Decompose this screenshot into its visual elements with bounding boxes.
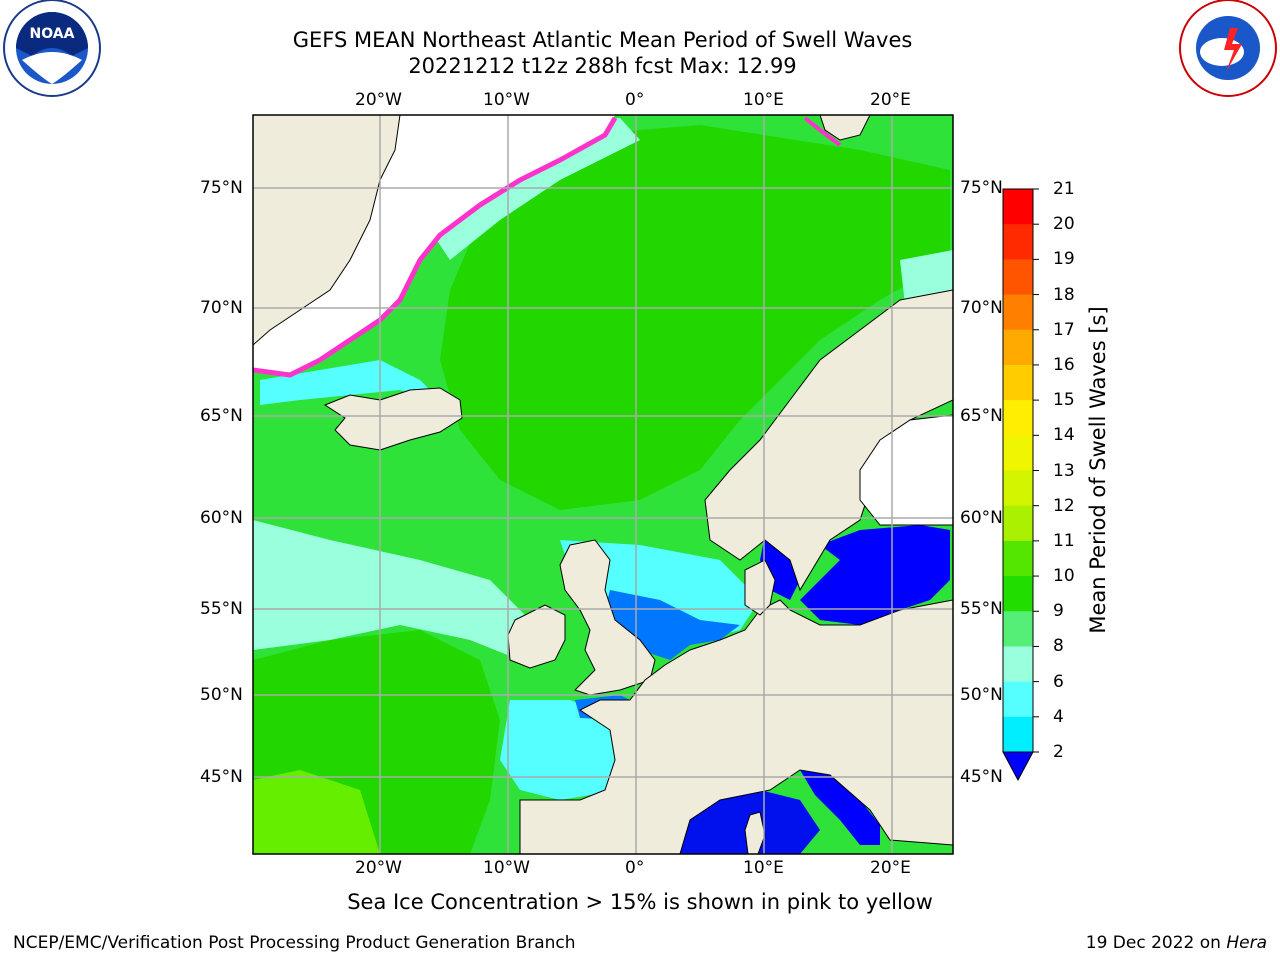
noaa-logo: NOAA bbox=[3, 0, 101, 97]
colorbar-segment bbox=[1003, 364, 1033, 401]
colorbar-label: 16 bbox=[1053, 354, 1075, 375]
nws-logo bbox=[1179, 0, 1277, 97]
land-iceland bbox=[323, 387, 463, 451]
colorbar-label: 11 bbox=[1053, 530, 1075, 551]
left-tick-label: 60°N bbox=[200, 508, 243, 528]
swell-region-9s bbox=[253, 520, 530, 660]
colorbar-segment bbox=[1003, 435, 1033, 471]
land-greenland bbox=[253, 115, 401, 346]
land-great-britain bbox=[559, 539, 656, 696]
colorbar-label: 18 bbox=[1053, 284, 1075, 305]
land-jutland bbox=[744, 559, 776, 616]
bottom-tick-label: 10°W bbox=[483, 858, 530, 878]
top-tick-label: 20°W bbox=[355, 90, 402, 110]
left-tick-label: 55°N bbox=[200, 599, 243, 619]
colorbar-segment bbox=[1003, 224, 1033, 260]
footer-date-text: 19 Dec 2022 on bbox=[1085, 933, 1227, 953]
colorbar-segment bbox=[1003, 646, 1033, 683]
swell-region-7s-iceland bbox=[260, 360, 440, 405]
ice-edge bbox=[253, 116, 618, 378]
colorbar-label: 6 bbox=[1053, 671, 1064, 692]
land-svalbard bbox=[819, 115, 871, 141]
footer-org: NCEP/EMC/Verification Post Processing Pr… bbox=[13, 933, 576, 953]
footer-host: Hera bbox=[1226, 933, 1267, 953]
land-corsica-sardinia bbox=[744, 811, 766, 854]
colorbar-extend-min bbox=[1002, 751, 1034, 782]
colorbar-label: 19 bbox=[1053, 249, 1075, 270]
colorbar-segment bbox=[1003, 681, 1033, 718]
right-tick-label: 50°N bbox=[960, 685, 1003, 705]
right-tick-label: 60°N bbox=[960, 508, 1003, 528]
left-tick-label: 45°N bbox=[200, 767, 243, 787]
colorbar-segment bbox=[1003, 470, 1033, 507]
colorbar-label: 17 bbox=[1053, 319, 1075, 340]
swell-region-7s-biscay bbox=[500, 700, 620, 800]
colorbar-label: 15 bbox=[1053, 390, 1075, 411]
chart-subtitle: 20221212 t12z 288h fcst Max: 12.99 bbox=[408, 54, 797, 78]
right-tick-label: 45°N bbox=[960, 767, 1003, 787]
bottom-tick-label: 10°E bbox=[743, 858, 784, 878]
top-tick-label: 20°E bbox=[870, 90, 911, 110]
graticule bbox=[253, 115, 953, 854]
colorbar-segment bbox=[1003, 576, 1033, 612]
right-tick-label: 75°N bbox=[960, 178, 1003, 198]
noaa-logo-text: NOAA bbox=[30, 26, 75, 42]
swell-region-9s-east bbox=[900, 250, 953, 305]
sea-ice-caption: Sea Ice Concentration > 15% is shown in … bbox=[347, 890, 933, 914]
colorbar-segment bbox=[1003, 505, 1033, 542]
colorbar bbox=[1002, 188, 1039, 782]
colorbar-title: Mean Period of Swell Waves [s] bbox=[1086, 306, 1110, 634]
swell-region-12s bbox=[253, 770, 380, 854]
right-tick-label: 70°N bbox=[960, 298, 1003, 318]
left-tick-label: 65°N bbox=[200, 406, 243, 426]
colorbar-label: 20 bbox=[1053, 214, 1075, 235]
map-frame bbox=[252, 114, 954, 855]
colorbar-label: 2 bbox=[1053, 742, 1064, 762]
colorbar-segment bbox=[1003, 540, 1033, 577]
bottom-tick-label: 20°W bbox=[355, 858, 402, 878]
colorbar-label: 4 bbox=[1053, 706, 1064, 727]
colorbar-label: 14 bbox=[1053, 425, 1075, 446]
colorbar-segment bbox=[1003, 400, 1033, 436]
chart-title: GEFS MEAN Northeast Atlantic Mean Period… bbox=[292, 28, 913, 52]
colorbar-label: 13 bbox=[1053, 460, 1075, 481]
colorbar-segment bbox=[1003, 611, 1033, 647]
colorbar-label: 8 bbox=[1053, 636, 1064, 657]
footer-date: 19 Dec 2022 on Hera bbox=[1086, 933, 1267, 953]
land-europe bbox=[519, 599, 953, 854]
colorbar-segment bbox=[1003, 259, 1033, 296]
gulf-of-bothnia bbox=[859, 414, 953, 526]
right-tick-label: 55°N bbox=[960, 599, 1003, 619]
colorbar-segment bbox=[1003, 716, 1033, 753]
top-tick-label: 10°E bbox=[743, 90, 784, 110]
swell-region-9s-north bbox=[430, 118, 640, 260]
top-tick-label: 10°W bbox=[483, 90, 530, 110]
colorbar-segment bbox=[1003, 189, 1033, 225]
swell-region-11s bbox=[440, 125, 950, 510]
colorbar-label: 12 bbox=[1053, 495, 1075, 516]
right-tick-label: 65°N bbox=[960, 406, 1003, 426]
left-tick-label: 75°N bbox=[200, 178, 243, 198]
ice-edge-svalbard bbox=[803, 116, 842, 147]
colorbar-label: 21 bbox=[1053, 179, 1075, 199]
bottom-tick-label: 0° bbox=[625, 858, 645, 878]
colorbar-segment bbox=[1003, 329, 1033, 366]
colorbar-label: 9 bbox=[1053, 601, 1064, 622]
top-tick-label: 0° bbox=[625, 90, 645, 110]
colorbar-segment bbox=[1003, 294, 1033, 331]
swell-region-2s-adriatic bbox=[800, 770, 880, 845]
colorbar-label: 10 bbox=[1053, 566, 1075, 587]
left-tick-label: 70°N bbox=[200, 298, 243, 318]
colorbar-frame bbox=[1002, 188, 1034, 753]
left-tick-label: 50°N bbox=[200, 685, 243, 705]
swell-region-2s-baltic bbox=[760, 525, 950, 625]
bottom-tick-label: 20°E bbox=[870, 858, 911, 878]
